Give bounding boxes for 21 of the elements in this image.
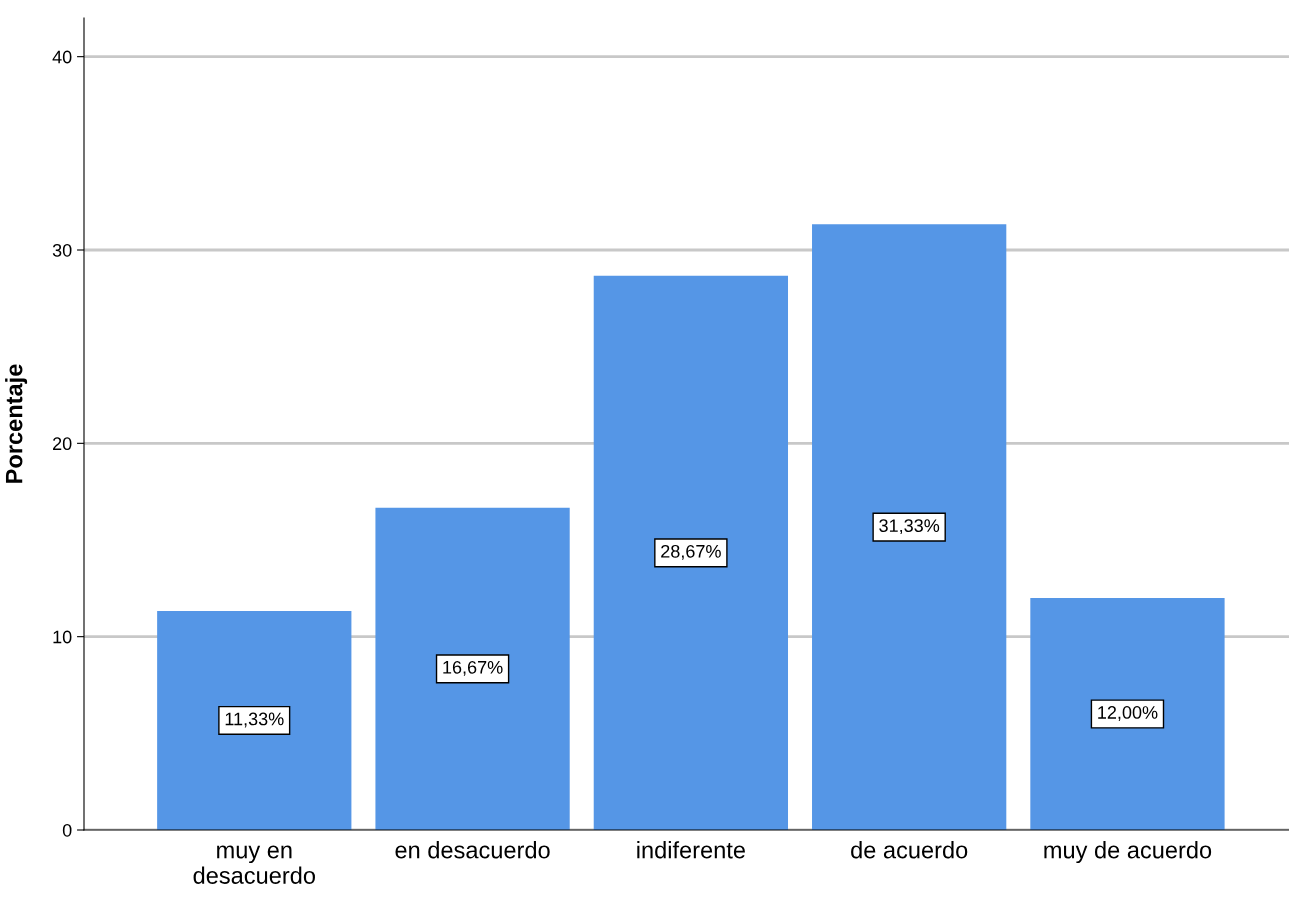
data-label: 31,33% xyxy=(879,519,940,535)
bar xyxy=(157,610,352,830)
bar xyxy=(812,224,1007,830)
y-tick-label: 40 xyxy=(52,50,72,64)
bar xyxy=(375,507,570,830)
y-tick-label: 0 xyxy=(62,823,72,837)
y-tick-label: 10 xyxy=(53,630,72,644)
data-label: 28,67% xyxy=(661,544,721,560)
y-axis-title: Porcentaje xyxy=(5,364,28,483)
bar xyxy=(593,275,789,830)
x-tick-label: de acuerdo xyxy=(851,841,968,859)
bar xyxy=(1030,598,1225,830)
data-label: 16,67% xyxy=(443,660,503,676)
x-tick-label: indiferente xyxy=(637,841,745,859)
x-tick-label: en desacuerdo xyxy=(395,841,550,859)
y-tick-label: 20 xyxy=(53,437,72,451)
y-tick-label: 30 xyxy=(52,243,72,257)
x-tick-label: muy en desacuerdo xyxy=(193,845,315,884)
data-label: 12,00% xyxy=(1098,706,1158,721)
x-tick-label: muy de acuerdo xyxy=(1044,841,1212,864)
data-label: 11,33% xyxy=(225,712,284,728)
